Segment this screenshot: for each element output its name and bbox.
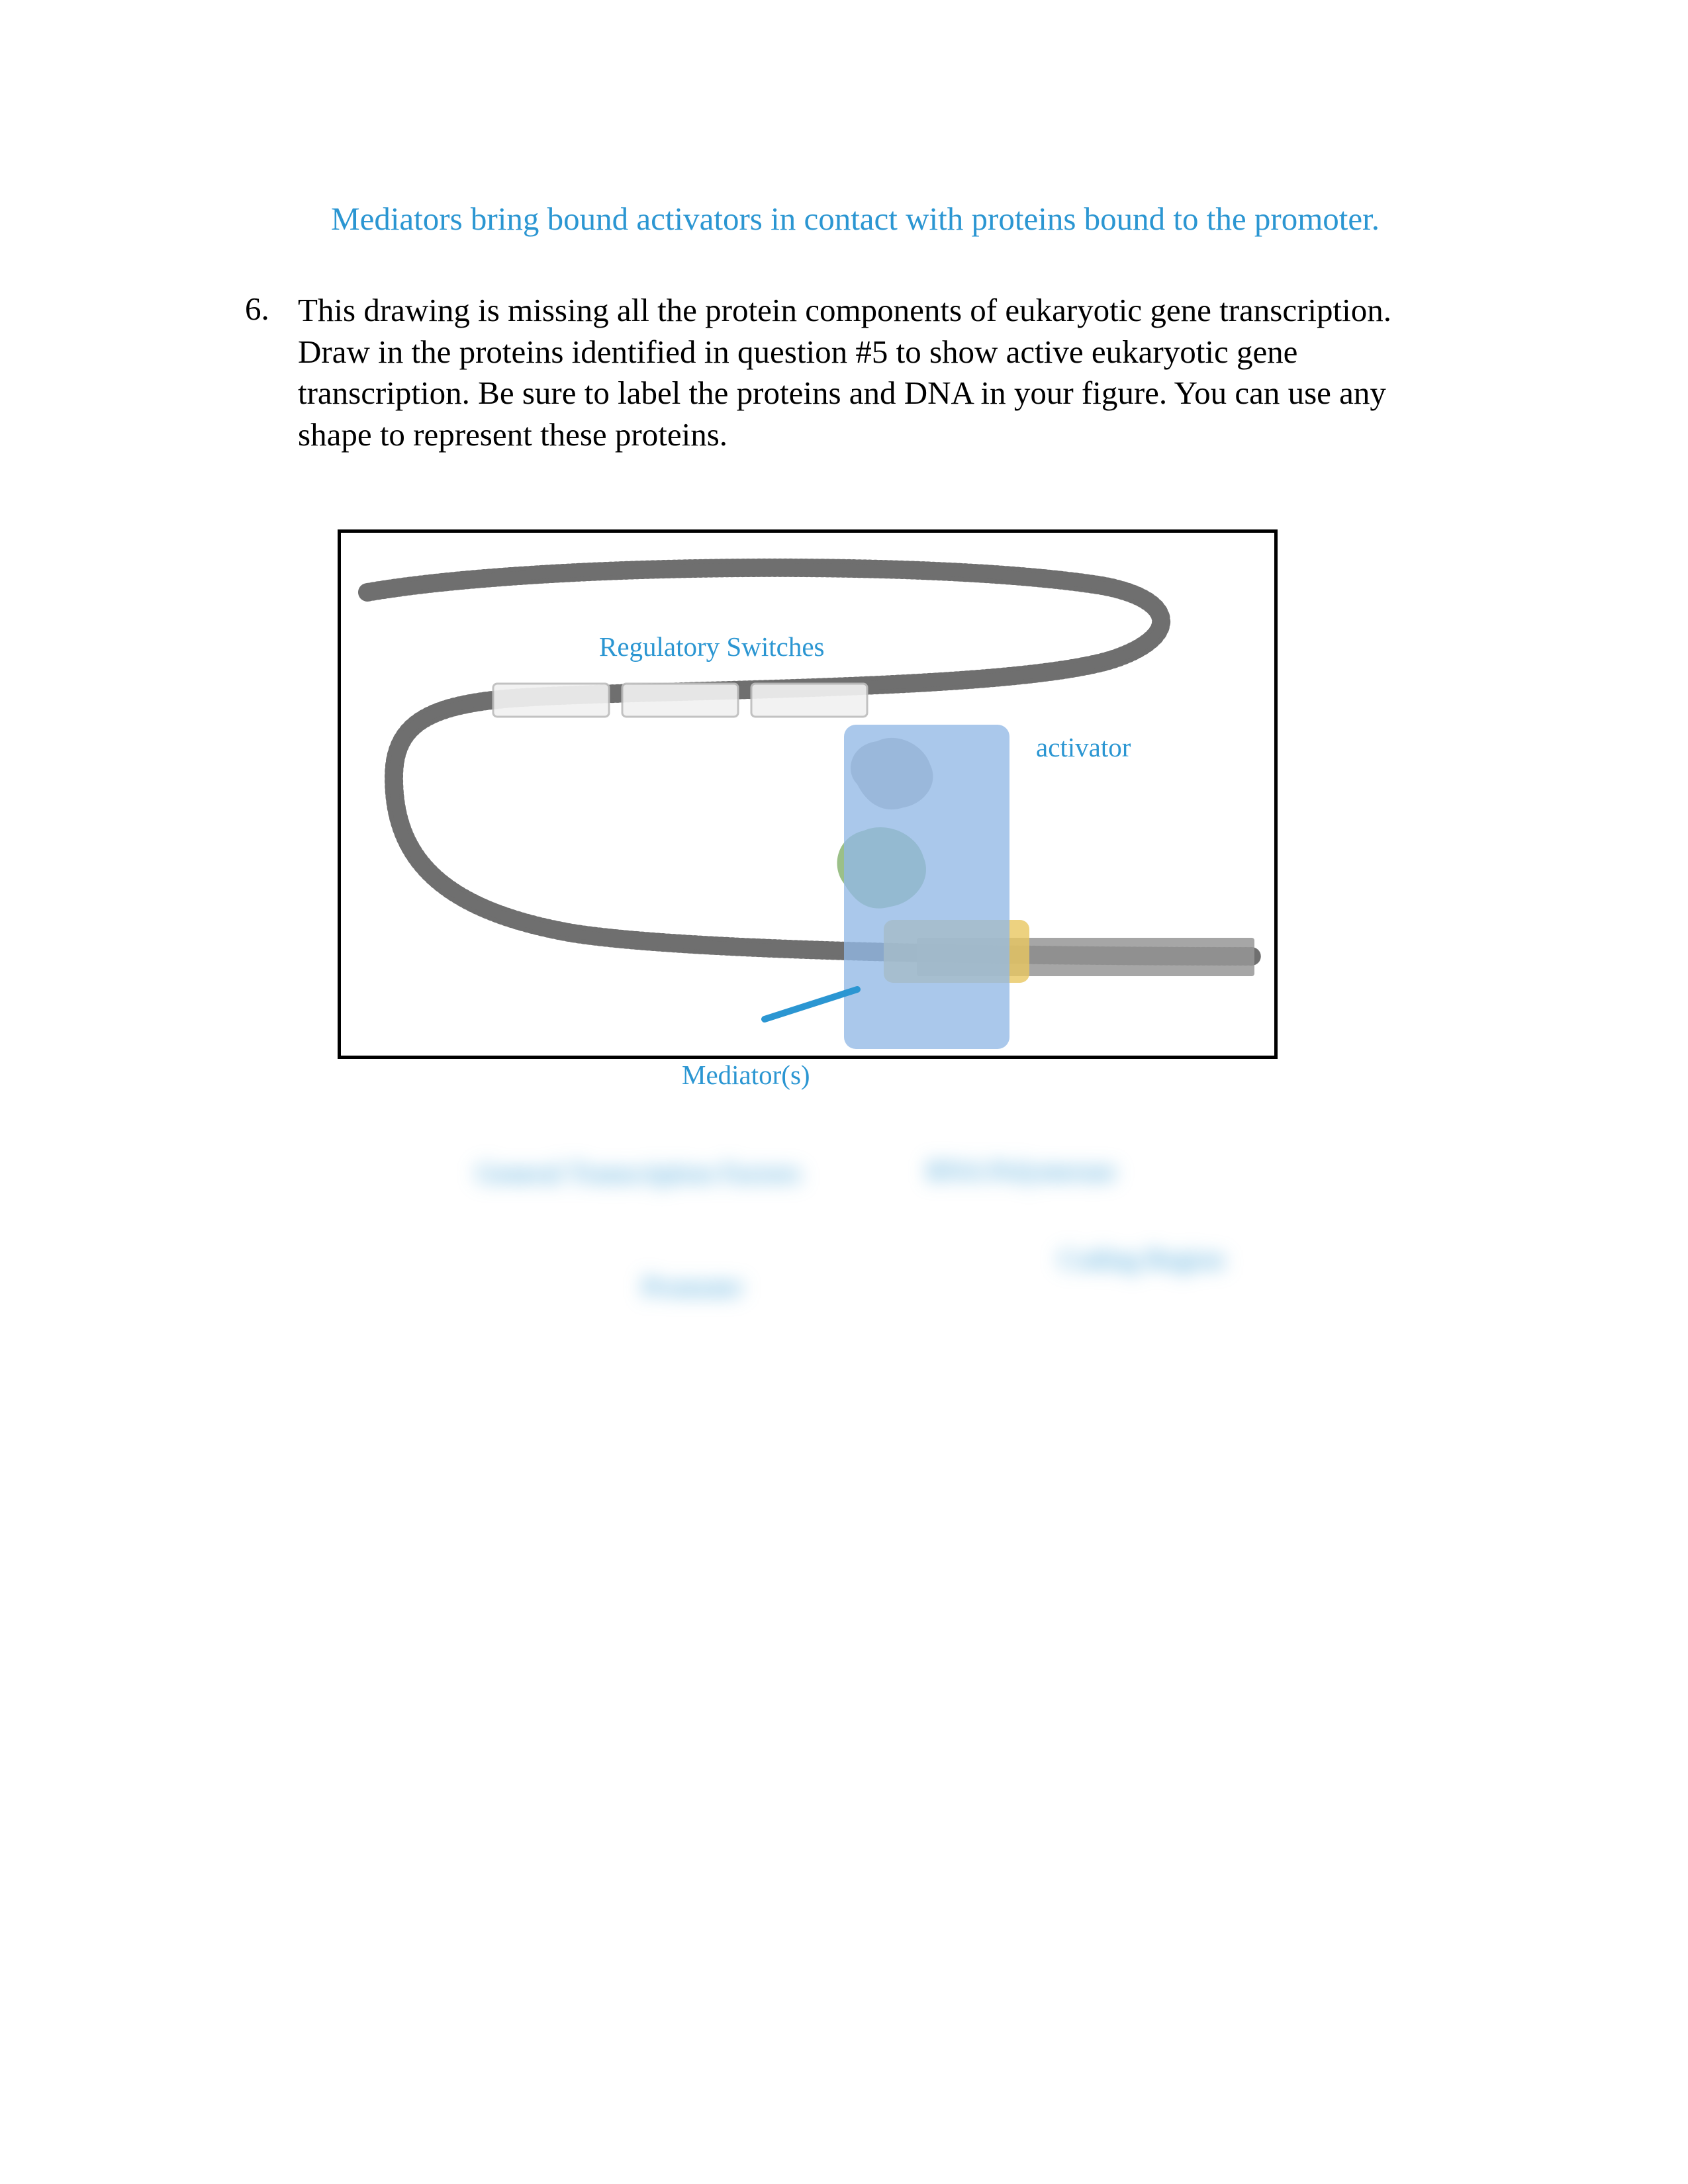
mediator-shape [844,725,1009,1049]
label-mediator: Mediator(s) [682,1059,810,1091]
answer-statement: Mediators bring bound activators in cont… [331,199,1456,239]
blurred-label-promoter: Promoter [642,1271,743,1302]
diagram-svg [341,533,1274,1056]
blurred-label-rnap: RNA Polymerase [927,1155,1116,1187]
regulatory-switch-box [493,684,609,717]
question-number: 6. [245,290,269,328]
label-regulatory-switches: Regulatory Switches [599,631,824,662]
question-text: This drawing is missing all the protein … [298,290,1443,456]
diagram-frame: Regulatory Switches activator [338,529,1278,1059]
page: Mediators bring bound activators in cont… [0,0,1688,2184]
blurred-label-coding: Coding Region [1059,1243,1224,1275]
blurred-label-gtf: General Transcription Factors [477,1157,801,1189]
mediator-pointer-line [765,989,857,1019]
regulatory-switches-group [493,684,867,717]
regulatory-switch-box [751,684,867,717]
regulatory-switch-box [622,684,738,717]
label-activator: activator [1036,731,1131,763]
